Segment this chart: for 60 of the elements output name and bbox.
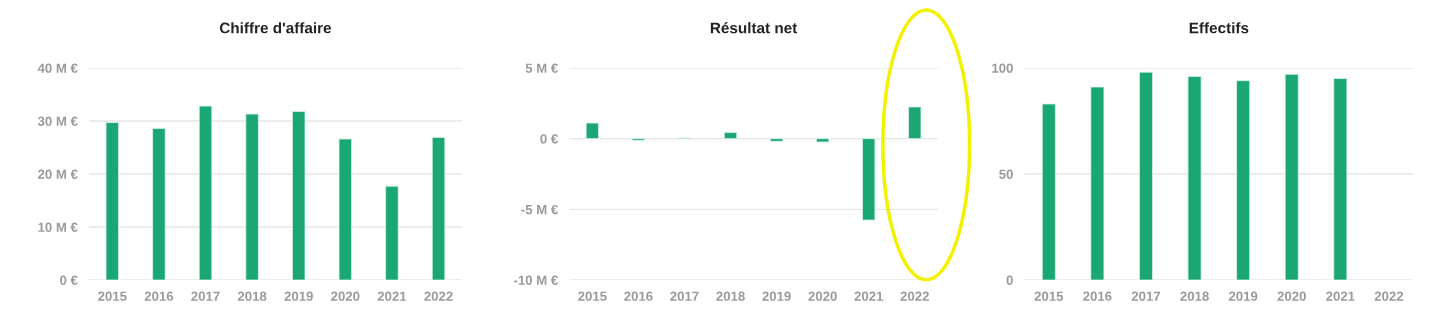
bar [152, 127, 166, 281]
bar [1284, 73, 1299, 281]
x-tick-label: 2015 [578, 291, 607, 301]
bar [1333, 78, 1348, 281]
chart-title: Chiffre d'affaire [219, 22, 332, 34]
x-tick-label: 2020 [808, 291, 837, 301]
y-tick-label: 5 M € [525, 63, 558, 73]
x-tick-label: 2021 [377, 291, 407, 301]
x-tick-label: 2018 [716, 291, 745, 301]
x-tick-label: 2022 [424, 291, 453, 301]
y-tick-label: 0 € [60, 275, 78, 285]
x-tick-label: 2017 [191, 291, 220, 301]
x-tick-label: 2020 [1277, 291, 1306, 301]
x-tick-label: 2019 [1228, 291, 1258, 301]
x-tick-label: 2022 [1374, 291, 1404, 301]
x-tick-label: 2016 [144, 291, 174, 301]
bar [385, 185, 399, 281]
x-tick-label: 2018 [237, 291, 267, 301]
bar [769, 138, 784, 142]
x-tick-label: 2021 [854, 291, 884, 301]
y-tick-label: 50 [999, 169, 1013, 179]
y-tick-label: -5 M € [521, 204, 558, 215]
bar [1041, 103, 1056, 281]
bar [1090, 86, 1105, 281]
bar [1236, 80, 1251, 281]
bar [1139, 71, 1153, 281]
bar [105, 122, 120, 281]
y-tick-label: 20 M € [38, 169, 78, 179]
x-tick-label: 2016 [1083, 291, 1112, 301]
y-tick-label: 0 [1006, 275, 1013, 285]
y-tick-label: -10 M € [514, 275, 558, 285]
bar [723, 132, 738, 140]
x-tick-label: 2018 [1180, 291, 1209, 301]
bar [1187, 76, 1202, 281]
y-tick-label: 100 [992, 63, 1013, 73]
x-tick-label: 2015 [98, 291, 127, 301]
y-tick-label: 30 M € [37, 116, 78, 126]
x-tick-label: 2017 [1131, 291, 1161, 301]
x-tick-label: 2016 [624, 291, 653, 301]
y-tick-label: 40 M € [37, 63, 78, 73]
bar [431, 136, 446, 281]
x-tick-label: 2017 [670, 291, 699, 301]
bar [292, 111, 306, 281]
bar [338, 138, 353, 281]
bar [245, 113, 259, 281]
x-tick-label: 2015 [1034, 291, 1064, 301]
y-tick-label: 0 € [540, 134, 558, 144]
chart-title: Résultat net [710, 22, 798, 34]
x-tick-label: 2022 [900, 291, 929, 301]
x-tick-label: 2021 [1326, 291, 1355, 301]
bar [198, 105, 213, 281]
chart-title: Effectifs [1189, 22, 1249, 34]
x-tick-label: 2019 [284, 291, 313, 301]
y-tick-label: 10 M € [38, 222, 78, 232]
bar [585, 122, 599, 140]
bar [908, 106, 922, 140]
x-tick-label: 2019 [762, 291, 791, 301]
bar [862, 138, 876, 221]
x-tick-label: 2020 [331, 291, 360, 301]
bar [816, 138, 830, 143]
